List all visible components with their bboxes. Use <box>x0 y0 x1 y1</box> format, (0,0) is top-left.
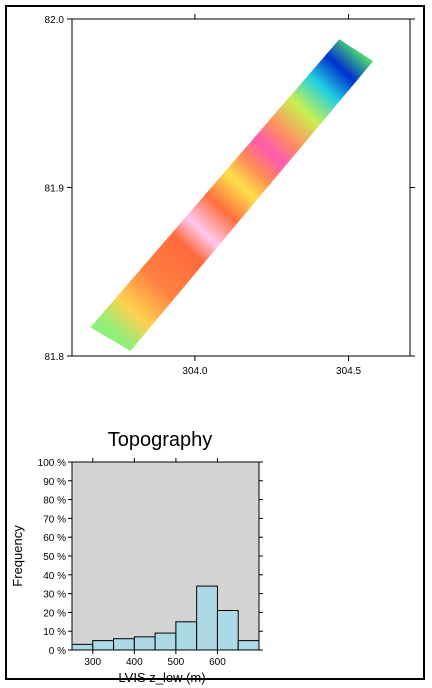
histogram-bar <box>216 610 239 651</box>
hist-x-tick-label: 300 <box>84 657 101 668</box>
hist-x-tick-label: 500 <box>168 657 185 668</box>
histogram-bar <box>196 585 218 651</box>
hist-y-tick-label: 60 % <box>43 533 66 544</box>
hist-y-tick-label: 80 % <box>43 496 66 507</box>
map-y-tick-label: 81.8 <box>45 352 65 363</box>
histogram-bar <box>71 643 94 651</box>
histogram-bar <box>92 640 115 651</box>
hist-y-tick-label: 30 % <box>43 590 66 601</box>
histogram-bar <box>237 640 260 651</box>
histogram-title: Topography <box>108 429 213 451</box>
hist-y-tick-label: 100 % <box>38 458 66 469</box>
hist-x-tick-label: 600 <box>209 657 226 668</box>
histogram-bar <box>154 632 177 651</box>
hist-y-tick-label: 70 % <box>43 514 66 525</box>
histogram-y-axis-label: Frequency <box>10 525 25 587</box>
hist-y-tick-label: 20 % <box>43 608 66 619</box>
hist-y-tick-label: 90 % <box>43 477 66 488</box>
map-x-tick-label: 304.5 <box>336 366 361 377</box>
histogram-panel: 300 400 500 600 0 % 10 % 20 % 30 % 40 % 50 % 60 % 7… <box>38 458 263 668</box>
histogram-x-axis-label: LVIS z_low (m) <box>118 670 205 685</box>
hist-y-tick-label: 10 % <box>43 627 66 638</box>
histogram-bar <box>175 621 198 651</box>
map-y-tick-label: 82.0 <box>45 15 65 26</box>
histogram-bar <box>133 636 156 651</box>
lvis-swath-heatmap <box>90 39 374 351</box>
hist-x-tick-label: 400 <box>126 657 143 668</box>
map-panel: 304.0 304.5 81.8 81.9 82.0 <box>45 14 415 377</box>
hist-y-tick-label: 50 % <box>43 552 66 563</box>
histogram-bar <box>113 638 135 651</box>
map-y-tick-label: 81.9 <box>45 184 65 195</box>
hist-y-tick-label: 40 % <box>43 571 66 582</box>
hist-y-tick-label: 0 % <box>49 646 66 657</box>
map-x-tick-label: 304.0 <box>182 366 207 377</box>
